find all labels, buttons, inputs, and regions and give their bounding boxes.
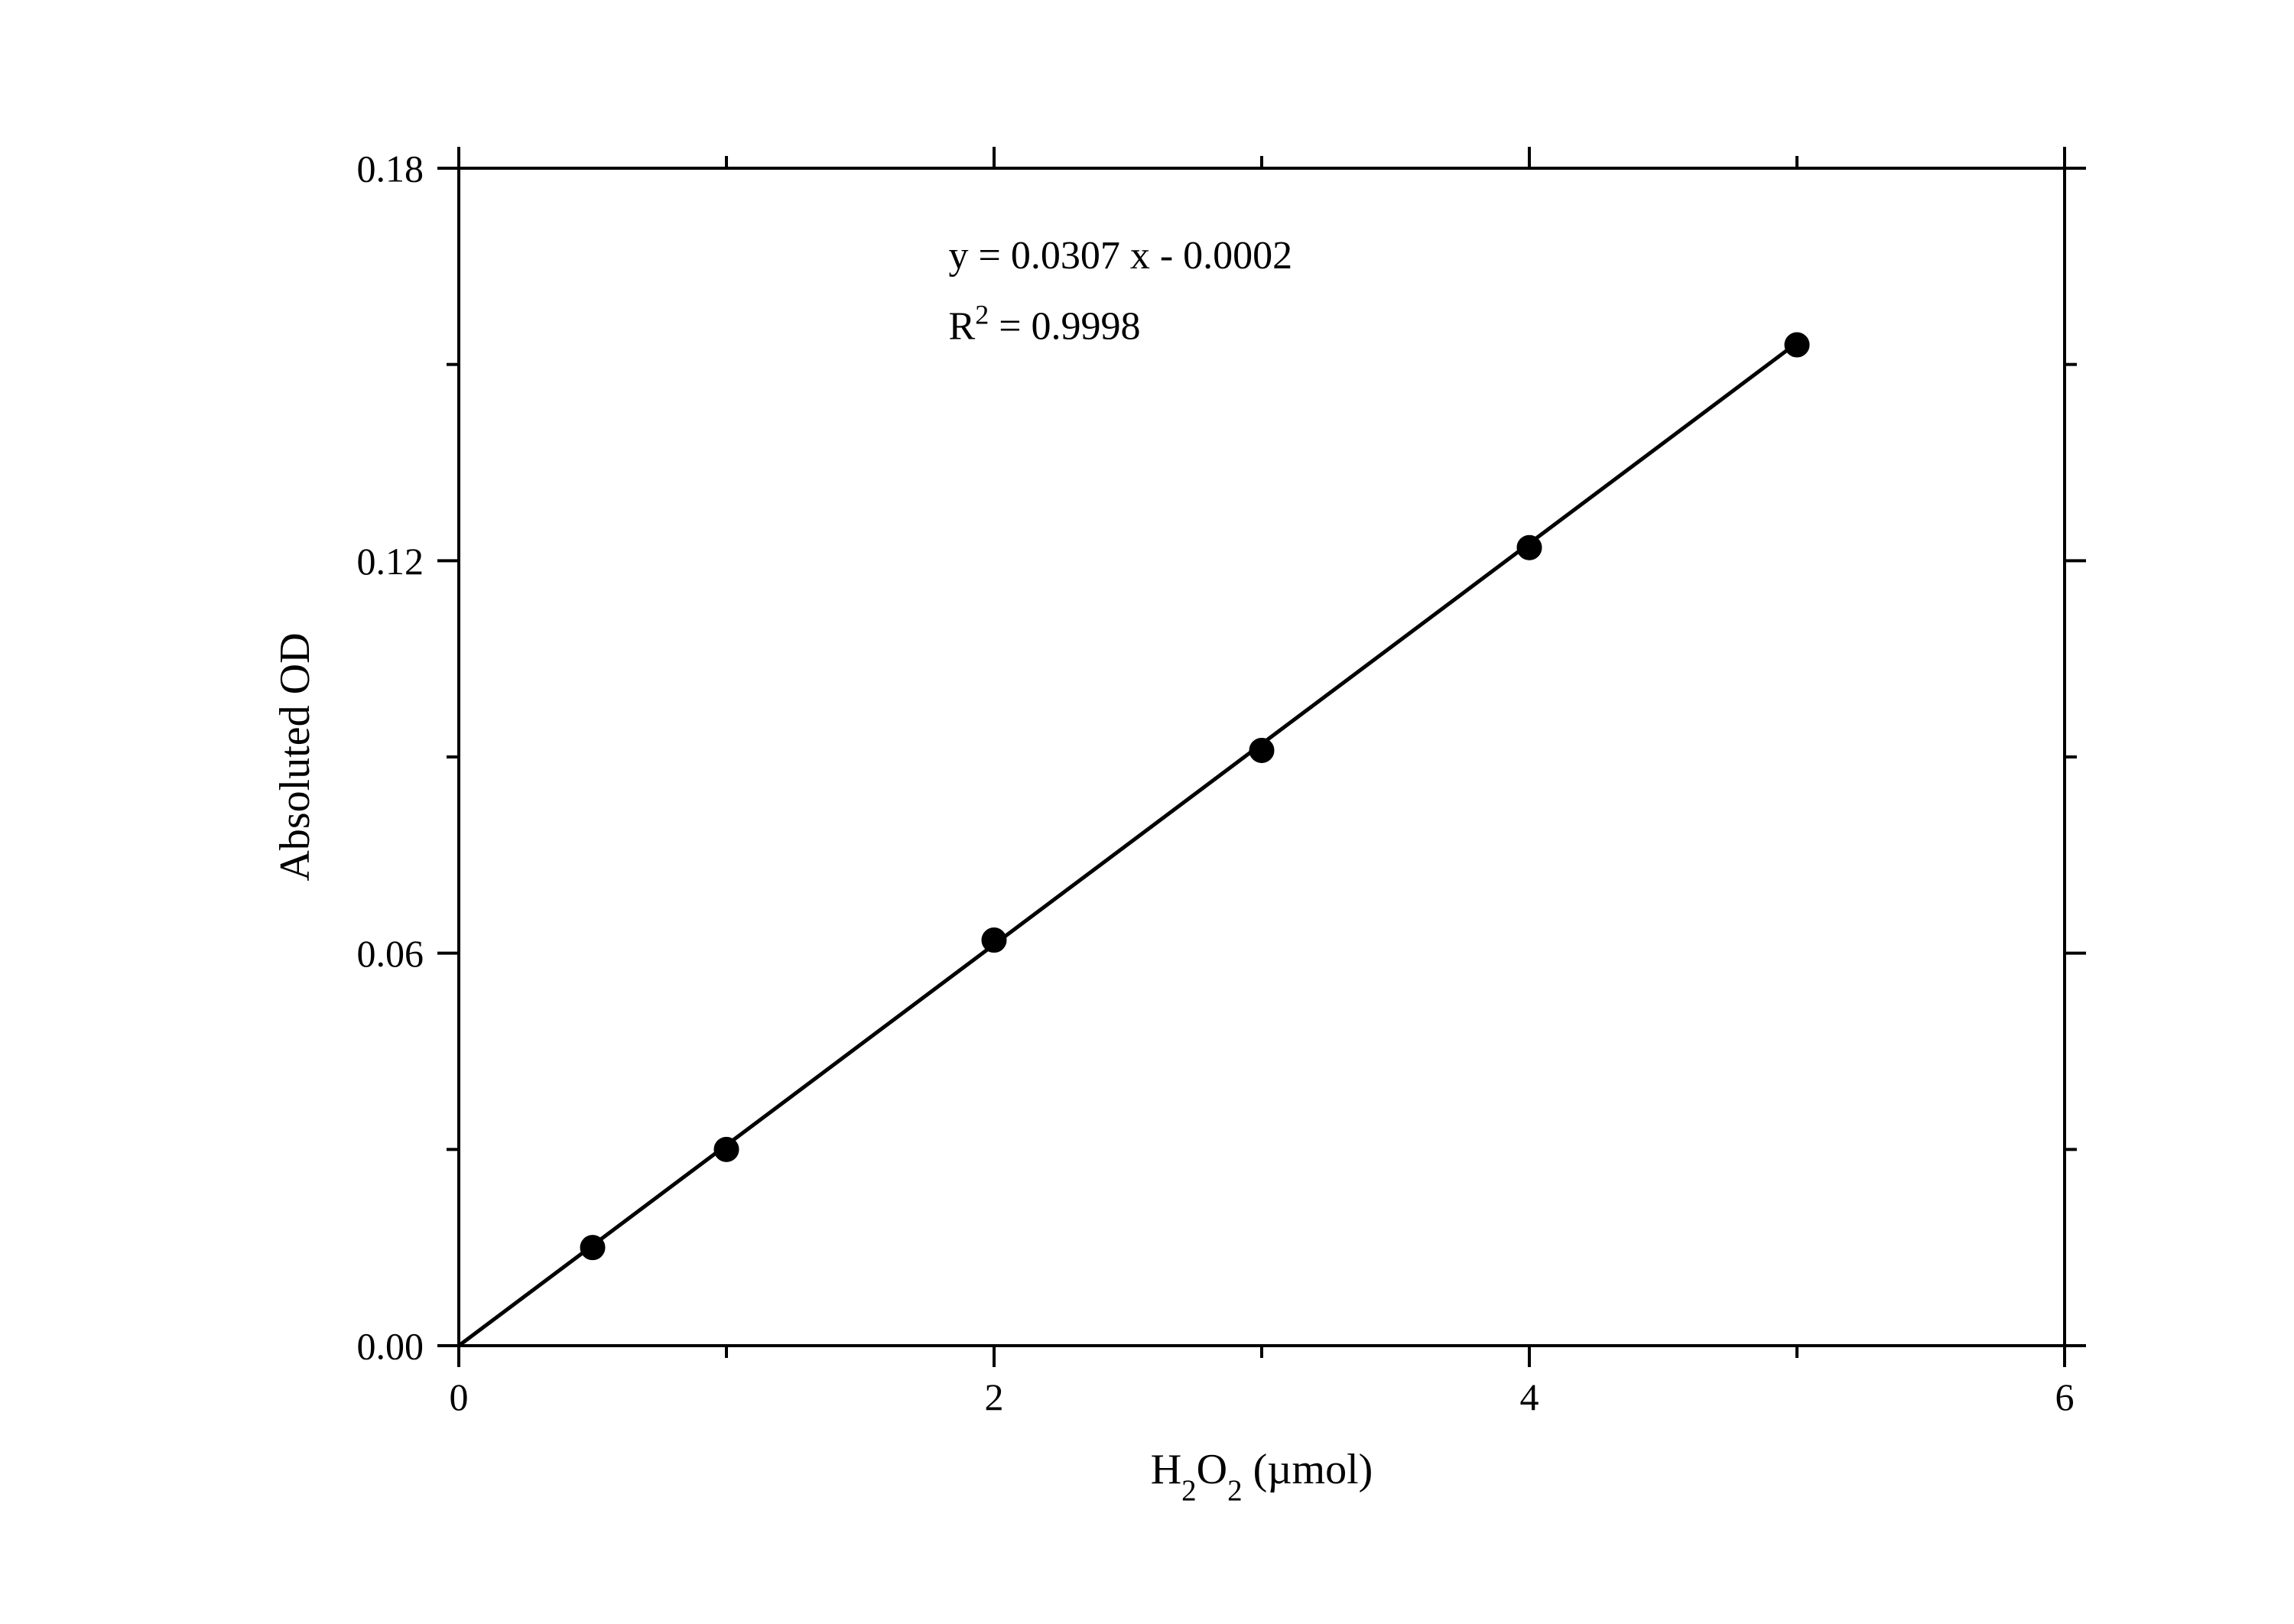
data-point xyxy=(982,928,1006,953)
x-tick-label: 2 xyxy=(985,1376,1004,1418)
y-tick-label: 0.00 xyxy=(357,1325,424,1368)
data-point xyxy=(580,1236,605,1260)
x-tick-label: 0 xyxy=(450,1376,469,1418)
fit-line xyxy=(459,343,1797,1346)
equation-text: y = 0.0307 x - 0.0002 xyxy=(949,234,1293,278)
data-point xyxy=(714,1137,739,1161)
x-axis-label: H2O2 (µmol) xyxy=(1151,1446,1373,1507)
x-tick-label: 6 xyxy=(2055,1376,2075,1418)
y-axis-label: Absoluted OD xyxy=(271,632,319,881)
y-tick-label: 0.12 xyxy=(357,540,424,583)
x-tick-label: 4 xyxy=(1520,1376,1539,1418)
data-point xyxy=(1249,738,1274,762)
r-squared-text: R2 = 0.9998 xyxy=(949,299,1141,348)
calibration-chart: 0 2 4 6 0.00 0.06 0.12 0.18 H2O2 (µmol) Absoluted… xyxy=(0,0,2294,1624)
data-point xyxy=(1785,333,1809,357)
data-point xyxy=(1517,535,1542,560)
y-tick-label: 0.18 xyxy=(357,148,424,190)
y-tick-label: 0.06 xyxy=(357,932,424,975)
